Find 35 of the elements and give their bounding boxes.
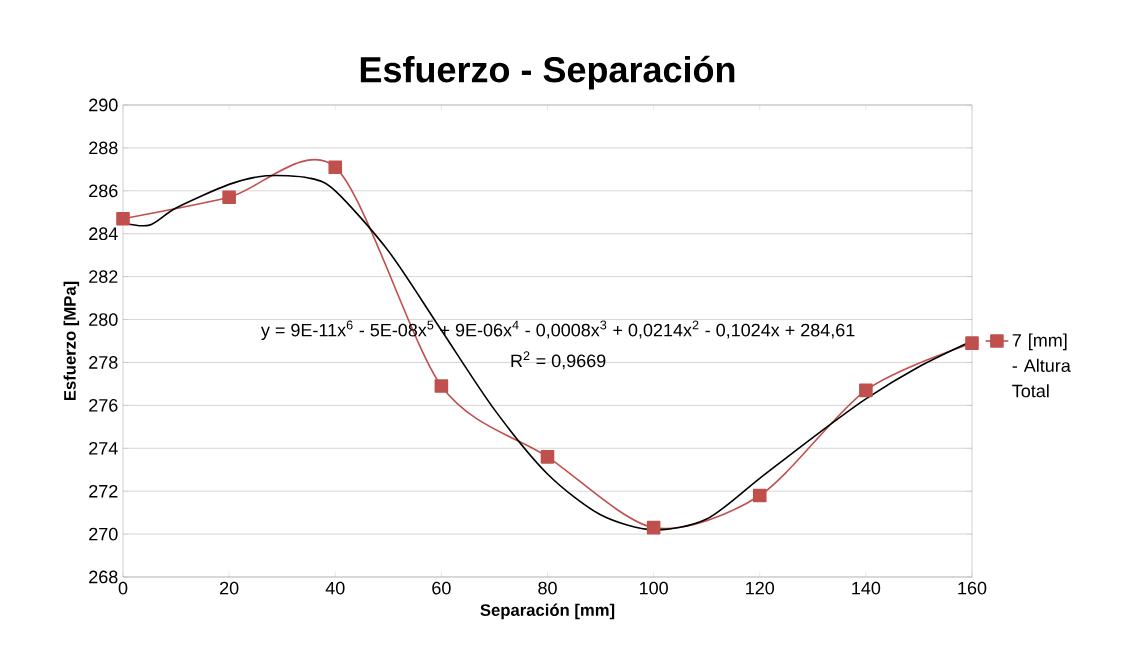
y-tick-label: 268 — [89, 570, 118, 584]
y-tick-label: 270 — [89, 527, 118, 541]
y-tick-label: 274 — [89, 441, 118, 455]
y-tick-label: 282 — [89, 270, 118, 283]
annotation: R$^{2}$ = 0,9669 — [511, 351, 606, 370]
point — [646, 520, 661, 535]
y-tick-label: 286 — [89, 184, 118, 198]
point — [752, 488, 767, 503]
point — [328, 160, 343, 175]
y-tick-label: 288 — [89, 141, 118, 155]
x-tick-label: 60 — [432, 581, 451, 595]
y-tick-label: 276 — [89, 398, 118, 412]
point — [116, 211, 130, 226]
x-tick-label: 160 — [958, 581, 987, 595]
x-tick-label: 40 — [325, 581, 345, 595]
y-tick-label: 284 — [89, 227, 118, 241]
y-axis-title: Esfuerzo [MPa] — [63, 281, 80, 401]
x-tick-label: 80 — [538, 581, 557, 595]
y-tick-label: 280 — [89, 313, 118, 326]
x-tick-label: 100 — [639, 581, 668, 595]
y-tick-label: 278 — [89, 356, 118, 369]
x-tick-label: 140 — [852, 581, 881, 595]
legend-label: 7 [mm] - Altura Total — [1012, 333, 1071, 398]
x-tick-label: 20 — [220, 581, 239, 595]
point — [434, 379, 449, 393]
x-tick-label: 0 — [118, 581, 128, 595]
chart-title: Esfuerzo - Separación — [360, 55, 735, 90]
x-axis-title: Separación [mm] — [480, 603, 615, 620]
point — [222, 190, 236, 205]
point — [540, 450, 555, 464]
x-tick-label: 120 — [746, 581, 775, 595]
y-tick-label: 272 — [89, 484, 118, 498]
y-tick-label: 290 — [89, 98, 118, 112]
point — [965, 336, 979, 350]
point — [859, 383, 873, 398]
